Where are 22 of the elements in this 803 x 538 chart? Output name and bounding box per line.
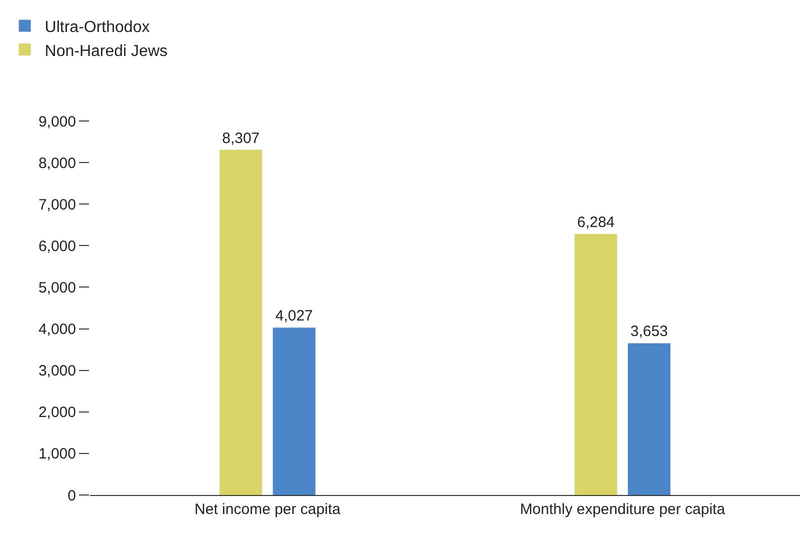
y-tick-label: 8,000	[38, 154, 76, 172]
bar	[574, 234, 618, 495]
data-label: 8,307	[222, 130, 260, 147]
y-tick-label: 0	[68, 487, 76, 504]
legend-label: Non-Haredi Jews	[44, 42, 168, 60]
y-tick-label: 1,000	[38, 446, 76, 463]
y-tick-label: 4,000	[38, 321, 76, 338]
data-label: 3,653	[630, 323, 668, 340]
y-tick-label: 5,000	[38, 279, 76, 296]
data-label: 6,284	[577, 214, 615, 231]
y-tick-label: 6,000	[38, 238, 76, 255]
bar	[272, 328, 316, 495]
y-tick-label: 3,000	[38, 362, 76, 380]
x-tick-label: Monthly expenditure per capita	[520, 501, 726, 518]
y-tick-label: 9,000	[38, 113, 76, 130]
legend-label: Ultra-Orthodox	[44, 18, 150, 36]
x-tick-label: Net income per capita	[194, 501, 342, 518]
data-label: 4,027	[275, 308, 313, 325]
bar	[628, 343, 670, 495]
bar	[220, 150, 262, 495]
y-tick-label: 7,000	[38, 196, 76, 214]
y-tick-label: 2,000	[38, 404, 76, 422]
